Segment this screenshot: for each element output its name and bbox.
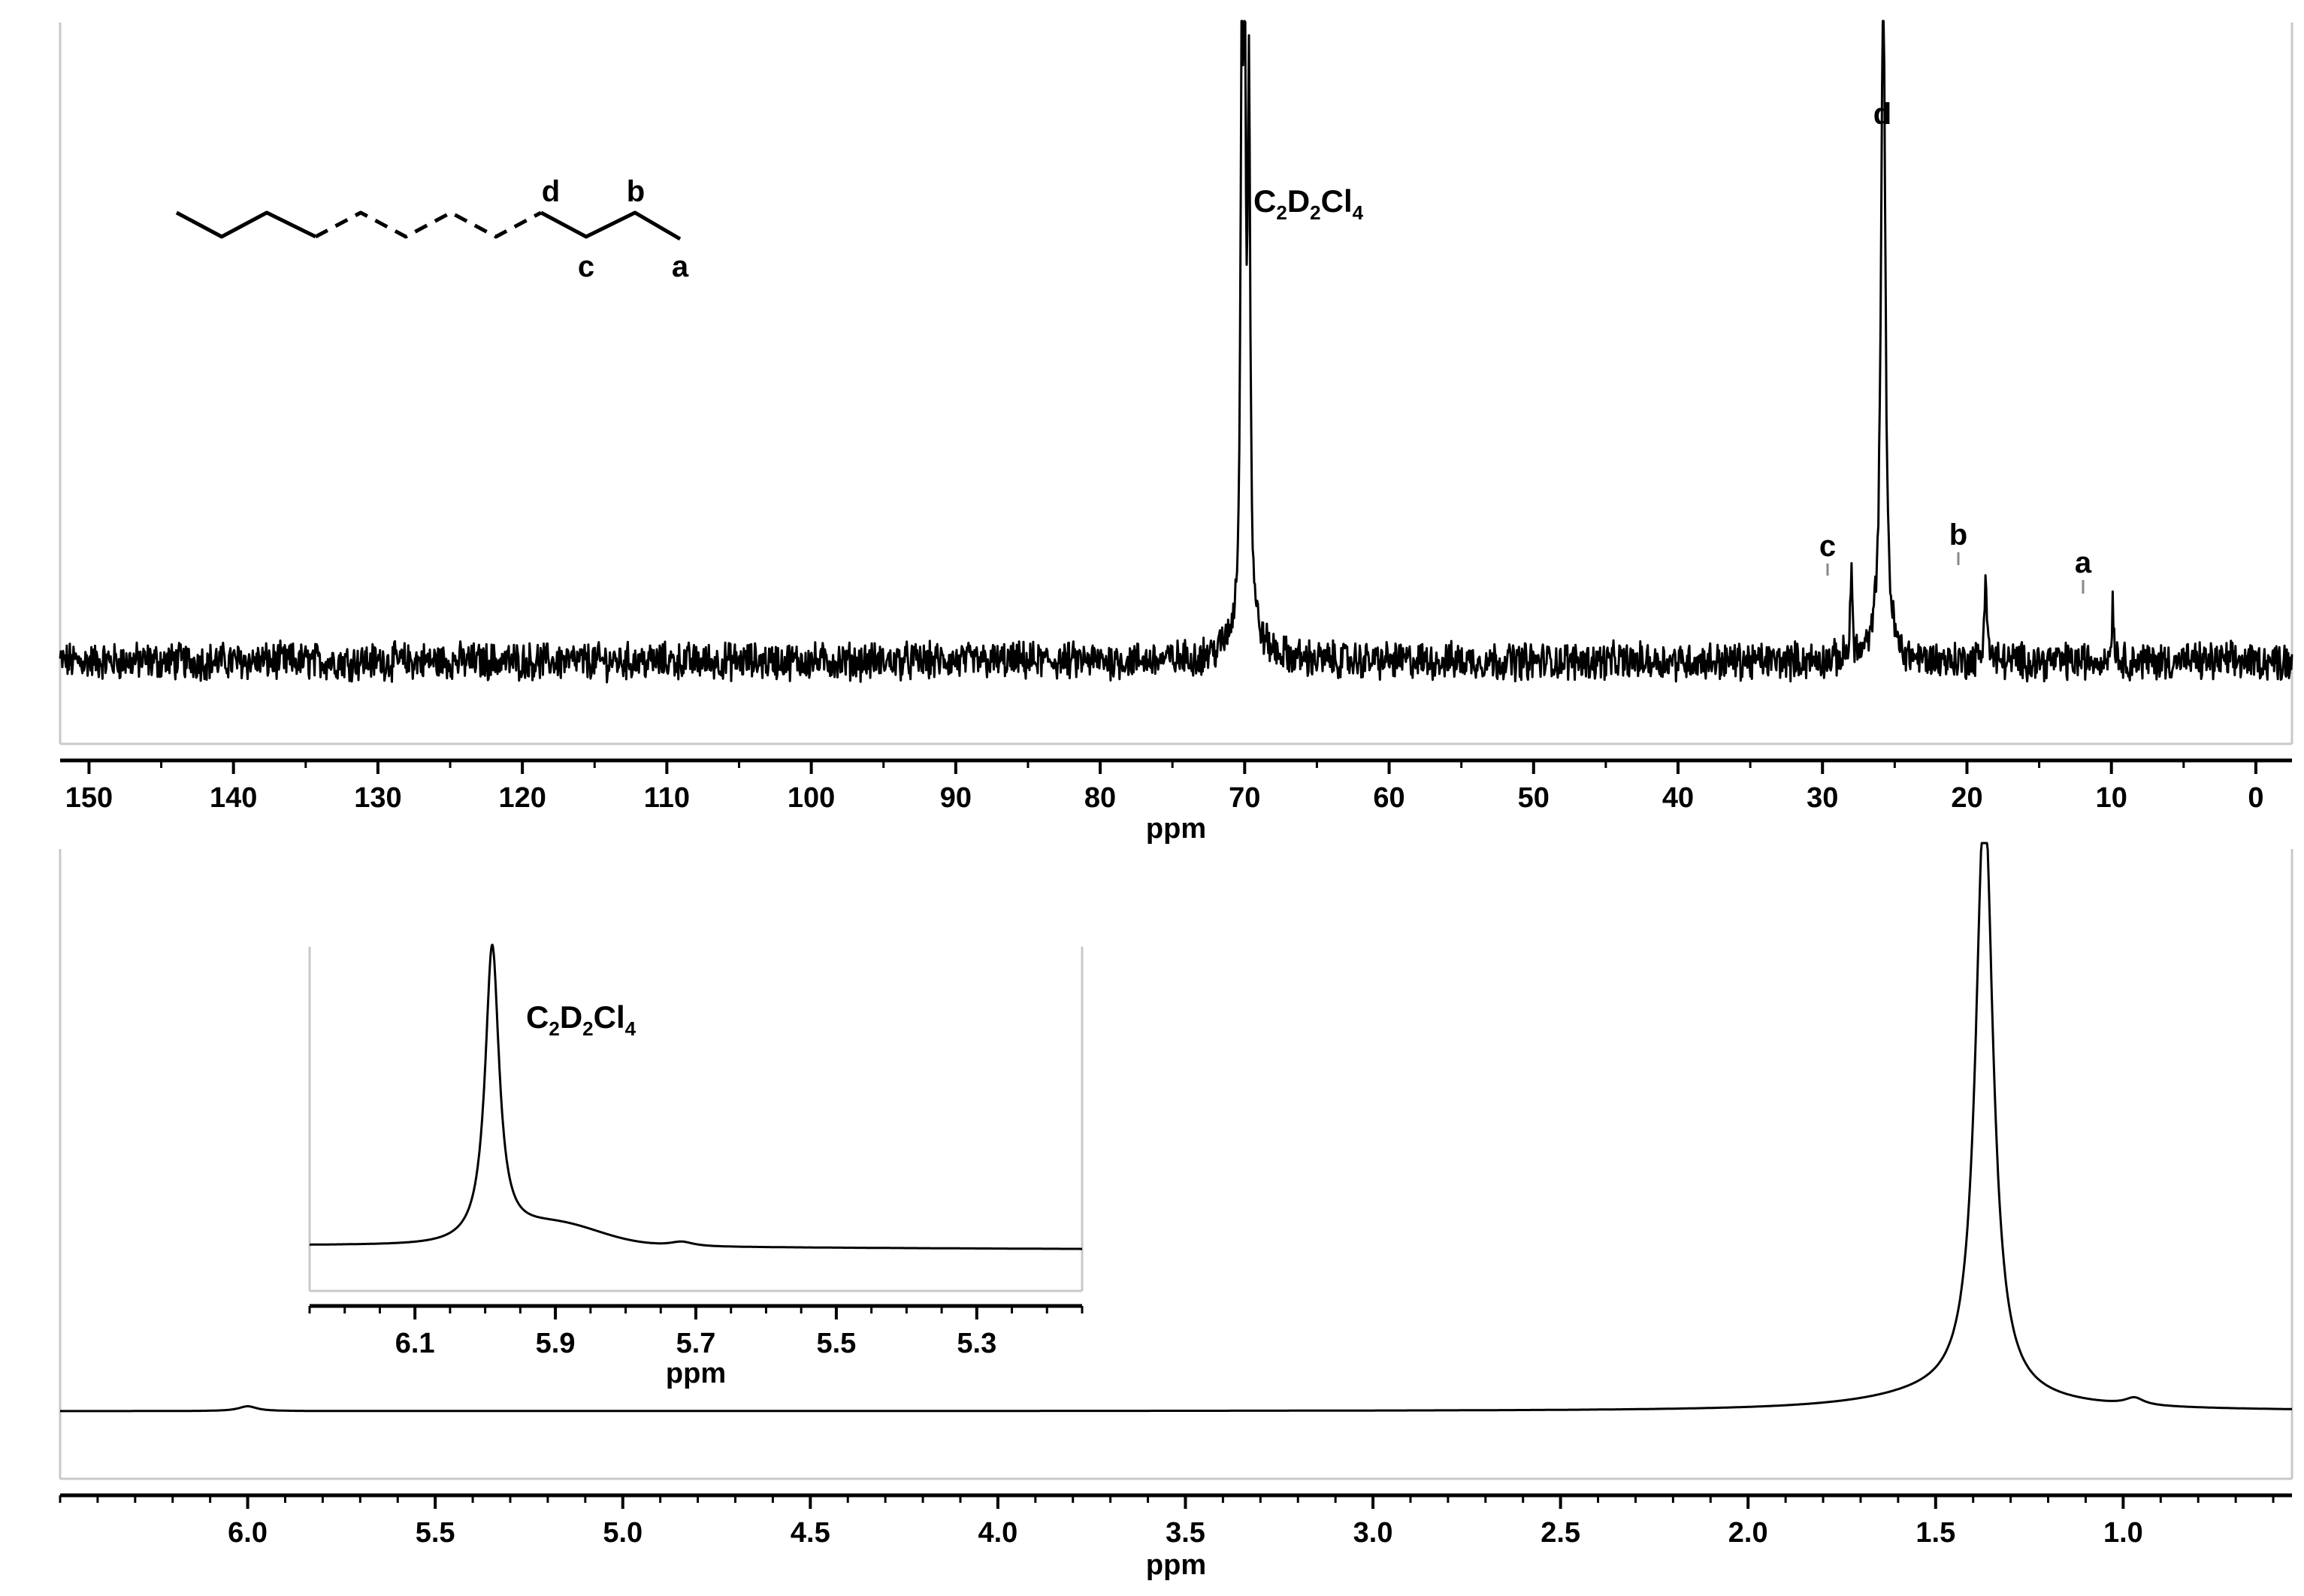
peak-label-c: c [1819,530,1836,563]
bottom-x-axis-ticks: 6.0 5.5 5.0 4.5 4.0 3.5 3.0 2.5 2.0 1.5 1.0 [59,1495,2275,1549]
proton-spectrum-panel: 6.0 5.5 5.0 4.5 4.0 3.5 3.0 2.5 2.0 1.5 1.0 ppm 6.… [59,842,2293,1581]
peak-label-d: d [1873,98,1891,131]
structure-dashed-chain [314,210,543,239]
structure-label-a: a [672,250,689,283]
bottom-x-axis-tick-label: 1.0 [2103,1517,2143,1549]
top-x-axis-tick-label: 90 [940,782,972,814]
top-x-axis-tick-label: 120 [498,782,546,814]
inset-x-axis-tick-label: 5.5 [816,1328,856,1359]
top-x-axis-tick-label: 60 [1373,782,1404,814]
inset-x-axis-tick-label: 6.1 [395,1328,435,1359]
inset-solvent-label: C2D2Cl4 [526,999,636,1040]
top-x-axis-tick-label: 10 [2096,782,2127,814]
structure-label-d: d [542,175,560,208]
top-x-axis-tick-label: 100 [788,782,835,814]
top-x-axis-title: ppm [1146,813,1206,845]
inset-x-axis-ticks: 6.1 5.9 5.7 5.5 5.3 [308,1306,1084,1359]
top-x-axis-ticks: 150 140 130 120 110 100 90 80 70 60 50 40 30 20 10 0 [65,760,2264,814]
inset-spectrum: 6.1 5.9 5.7 5.5 5.3 ppm C2D2Cl4 [308,943,1084,1389]
bottom-x-axis-tick-label: 2.0 [1728,1517,1768,1549]
bottom-x-axis-tick-label: 3.0 [1353,1517,1393,1549]
top-x-axis-tick-label: 140 [210,782,257,814]
bottom-x-axis-tick-label: 4.0 [978,1517,1017,1549]
top-x-axis-tick-label: 40 [1662,782,1694,814]
peak-label-b: b [1949,518,1967,552]
top-x-axis-tick-label: 80 [1084,782,1116,814]
inset-x-axis-tick-label: 5.7 [676,1328,716,1359]
top-solvent-label: C2D2Cl4 [1253,183,1364,224]
inset-x-axis-tick-label: 5.3 [957,1328,996,1359]
top-x-axis-tick-label: 20 [1951,782,1982,814]
top-x-axis-tick-label: 0 [2248,782,2263,814]
inset-spectrum-trace [309,943,1083,1250]
bottom-x-axis-tick-label: 6.0 [228,1517,268,1549]
inset-x-axis-tick-label: 5.9 [536,1328,576,1359]
top-x-axis-tick-label: 150 [65,782,113,814]
carbon-spectrum-panel: 150 140 130 120 110 100 90 80 70 60 50 40 30 20 10 0 pp… [59,20,2293,845]
bottom-x-axis-tick-label: 4.5 [791,1517,830,1549]
structure-label-c: c [578,250,594,283]
structure-label-b: b [627,175,645,208]
bottom-x-axis-title: ppm [1146,1549,1206,1581]
top-x-axis-tick-label: 130 [354,782,401,814]
top-x-axis-tick-label: 50 [1518,782,1550,814]
bottom-x-axis-tick-label: 3.5 [1166,1517,1205,1549]
structure-right-chain [540,210,682,241]
inset-x-axis-title: ppm [666,1358,726,1389]
proton-spectrum-trace [59,842,2293,1413]
bottom-x-axis-tick-label: 5.5 [416,1517,455,1549]
structure-left-chain [175,210,317,239]
bottom-x-axis-tick-label: 2.5 [1541,1517,1580,1549]
carbon-spectrum-trace [59,20,2293,684]
top-x-axis-tick-label: 70 [1229,782,1260,814]
bottom-x-axis-tick-label: 1.5 [1915,1517,1955,1549]
top-x-axis-tick-label: 30 [1807,782,1838,814]
bottom-x-axis-tick-label: 5.0 [603,1517,643,1549]
peak-label-a: a [2075,546,2092,579]
top-x-axis-tick-label: 110 [644,782,690,814]
polymer-structure-diagram [175,210,682,241]
